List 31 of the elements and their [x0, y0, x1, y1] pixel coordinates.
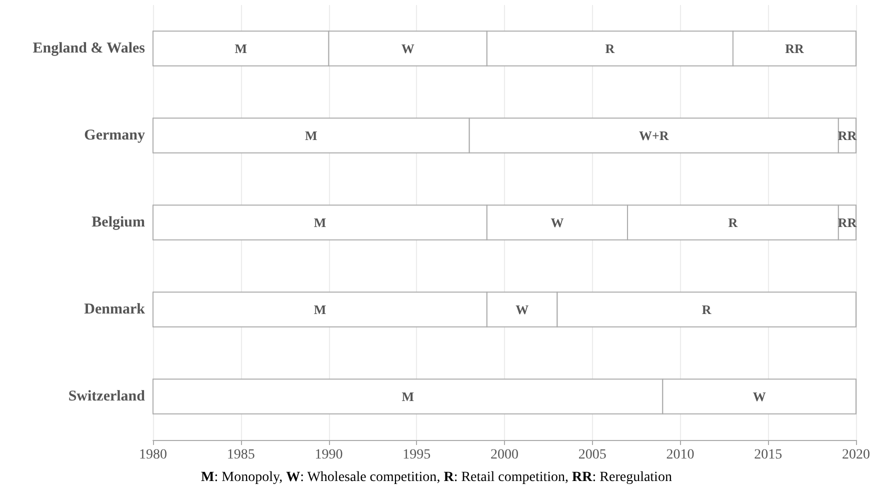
x-tick-label: 1985	[226, 448, 255, 462]
x-tick-label: 2020	[842, 448, 870, 462]
data-label: W	[752, 389, 766, 404]
y-tick-label: Denmark	[84, 302, 146, 318]
data-label: M	[402, 389, 414, 404]
data-label: R	[728, 215, 738, 230]
x-tick-label: 1995	[402, 448, 431, 462]
data-label: W	[401, 41, 414, 56]
data-label: RR	[838, 128, 858, 143]
data-label: M	[234, 41, 248, 56]
data-label: RR	[838, 215, 858, 230]
data-label: R	[605, 41, 616, 56]
x-tick-label: 1980	[139, 448, 167, 462]
x-tick-label: 2015	[754, 448, 782, 462]
x-tick-label: 2010	[666, 448, 694, 462]
y-tick-label: Switzerland	[68, 388, 146, 404]
data-label: W	[516, 302, 529, 317]
y-tick-label: Germany	[84, 128, 146, 144]
data-label: M	[314, 302, 326, 317]
x-tick-label: 1990	[314, 448, 343, 462]
data-label: W	[550, 215, 564, 230]
data-label: M	[314, 215, 326, 230]
data-label: R	[702, 302, 712, 317]
y-tick-label: Belgium	[92, 214, 146, 230]
data-label: W+R	[638, 128, 670, 143]
data-label: M	[305, 128, 318, 143]
y-tick-label: England & Wales	[32, 40, 146, 56]
text: M: Monopoly, W: Wholesale competition, R: Retail competition, RR: Reregulation	[201, 470, 672, 485]
data-label: RR	[785, 41, 804, 56]
x-tick-label: 2005	[578, 448, 606, 462]
x-tick-label: 2000	[490, 448, 518, 462]
